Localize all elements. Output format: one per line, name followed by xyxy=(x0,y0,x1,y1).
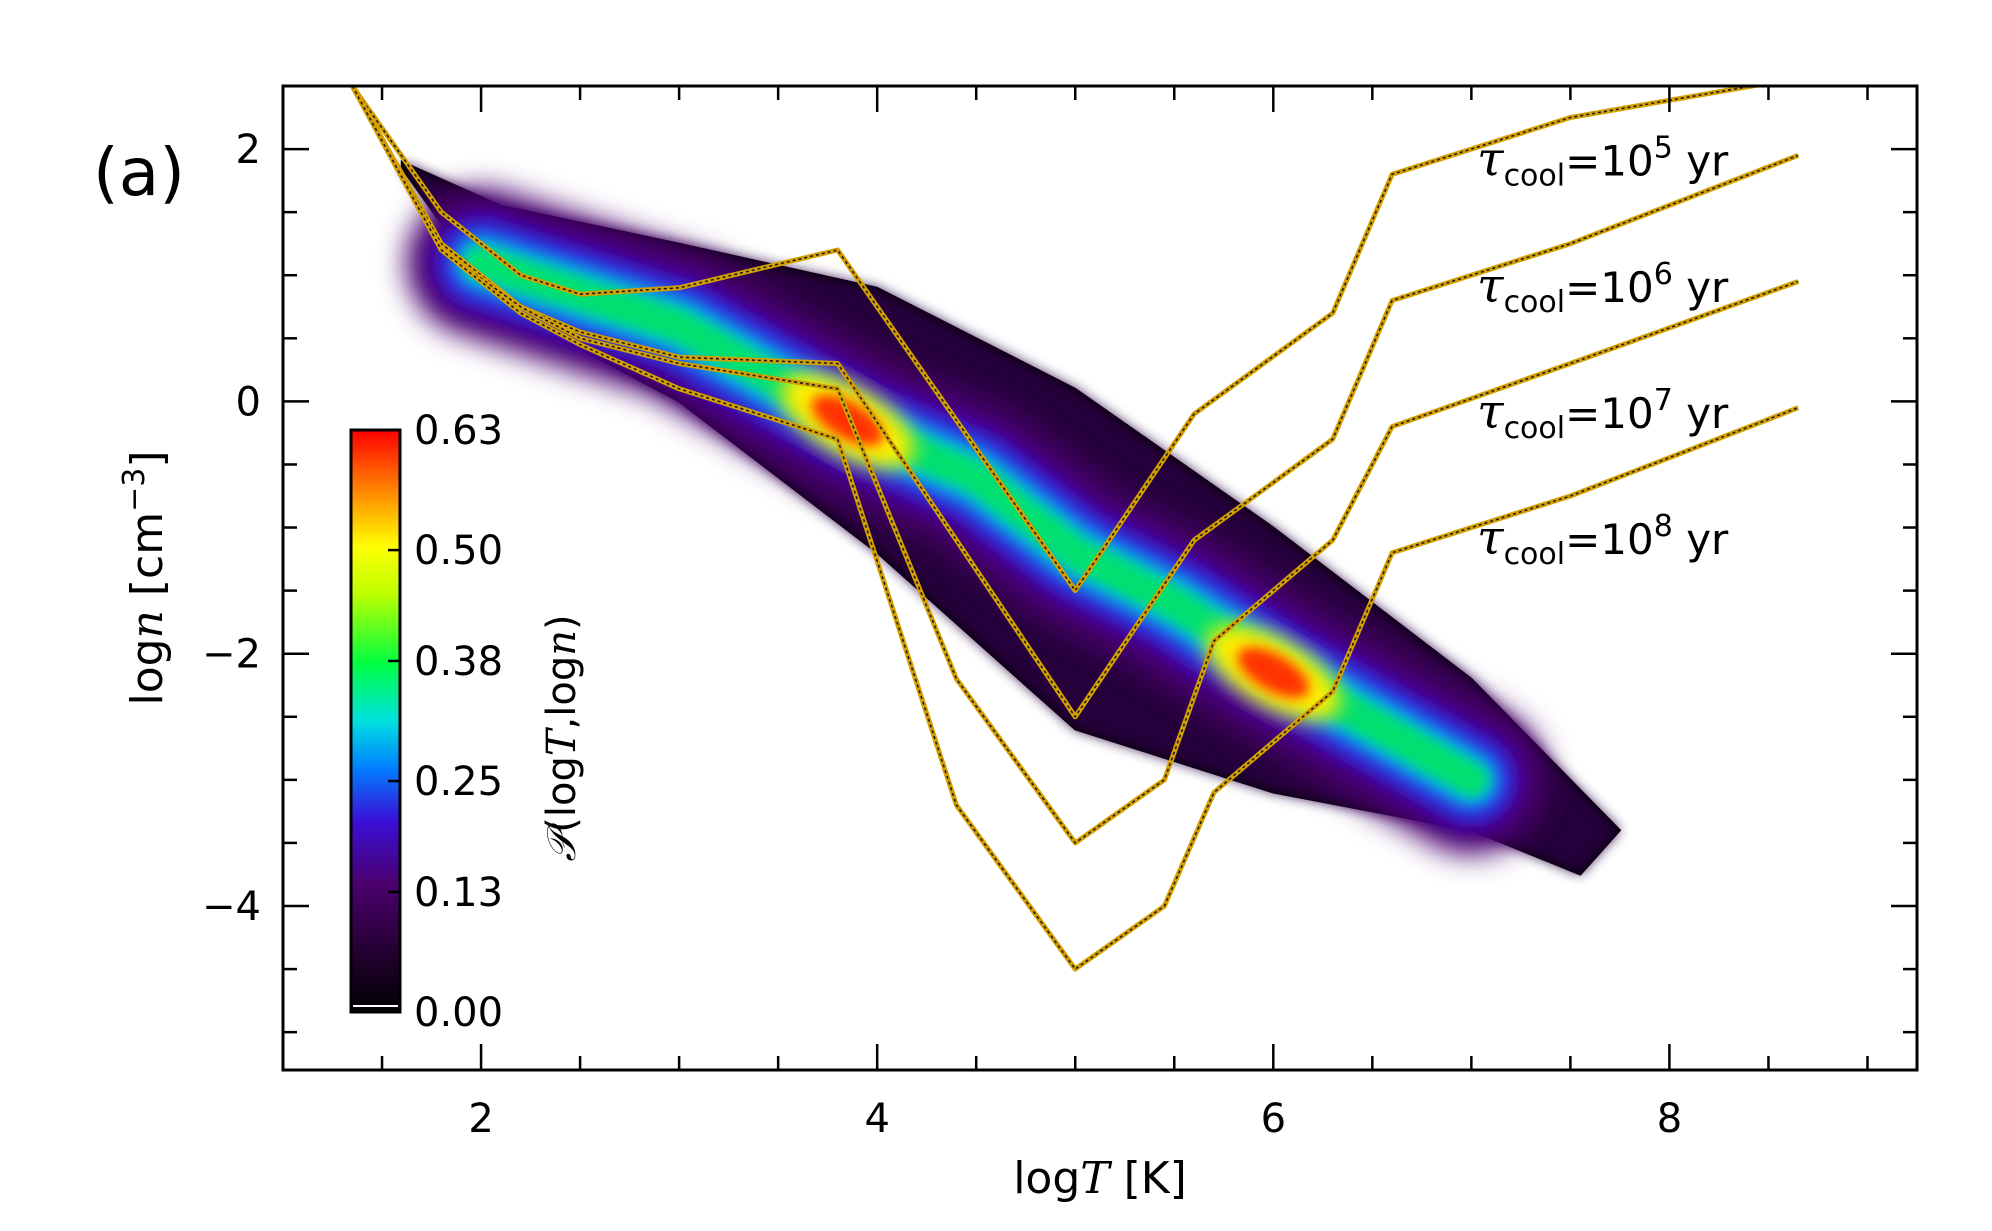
contour-label-eq: =10 xyxy=(1565,389,1654,438)
cooling-time-contours xyxy=(350,86,1800,972)
contour-label: τcool=105 yr xyxy=(1477,131,1729,194)
y-tick-label: −4 xyxy=(202,884,261,930)
colorbar-tick-label: 0.00 xyxy=(414,990,503,1036)
plot-frame xyxy=(281,84,1919,1072)
colorbar-tick-label: 0.63 xyxy=(414,408,503,454)
contour-label-tau: τ xyxy=(1477,510,1505,566)
x-tick-label: 2 xyxy=(468,1096,493,1142)
x-axis-label-var: T xyxy=(1080,1153,1113,1204)
colorbar-label: 𝒫(logT,logn) xyxy=(539,614,585,861)
contour-label: τcool=106 yr xyxy=(1477,257,1729,320)
contour-line-8 xyxy=(350,86,1800,972)
colorbar-tick-label: 0.50 xyxy=(414,528,503,574)
y-axis-label-prefix: log xyxy=(122,638,173,705)
colorbar-label-open: (log xyxy=(539,756,585,833)
x-axis-label-prefix: log xyxy=(1013,1153,1080,1204)
colorbar-label-t: T xyxy=(539,726,585,756)
y-axis-label-exp: −3 xyxy=(117,468,152,512)
contour-label-exp: 6 xyxy=(1654,257,1673,292)
contour-label-sub: cool xyxy=(1504,411,1566,446)
contour-label-unit: yr xyxy=(1673,137,1729,186)
colorbar-label-comma: ,log xyxy=(539,656,585,730)
colorbar xyxy=(349,428,402,1014)
contour-label-sub: cool xyxy=(1504,537,1566,572)
y-axis-label-units: [cm xyxy=(122,512,173,610)
contour-label-tau: τ xyxy=(1477,384,1505,440)
y-tick-label: 2 xyxy=(236,127,261,173)
contour-label-tau: τ xyxy=(1477,132,1505,188)
contour-label-exp: 5 xyxy=(1654,131,1673,166)
density-peak xyxy=(811,394,884,446)
contour-label-sub: cool xyxy=(1504,285,1566,320)
contour-line-7-dots xyxy=(351,86,1799,844)
contour-label-unit: yr xyxy=(1673,389,1729,438)
contour-label-exp: 8 xyxy=(1654,509,1673,544)
contour-label-eq: =10 xyxy=(1565,137,1654,186)
x-tick-label: 6 xyxy=(1261,1096,1286,1142)
contour-label-eq: =10 xyxy=(1565,515,1654,564)
y-tick-label: −2 xyxy=(202,632,261,678)
contour-label-tau: τ xyxy=(1477,258,1505,314)
x-tick-label: 4 xyxy=(864,1096,889,1142)
y-axis-label-close: ] xyxy=(122,450,173,467)
contour-label-sub: cool xyxy=(1504,159,1566,194)
contour-label-unit: yr xyxy=(1673,515,1729,564)
contour-line-5-dots xyxy=(351,86,1757,592)
axis-ticks: 2 4 6 8 −4 −2 0 2 xyxy=(202,84,1917,1142)
x-axis-label: logT [K] xyxy=(1013,1153,1187,1204)
y-axis-label: logn [cm−3] xyxy=(117,450,173,705)
colorbar-label-n: n xyxy=(539,630,585,656)
contour-label-eq: =10 xyxy=(1565,263,1654,312)
colorbar-label-close: ) xyxy=(539,614,585,630)
x-tick-label: 8 xyxy=(1657,1096,1682,1142)
colorbar-tick-label: 0.25 xyxy=(414,759,503,805)
y-tick-label: 0 xyxy=(236,379,261,425)
panel-label: (a) xyxy=(93,134,185,211)
contour-label-unit: yr xyxy=(1673,263,1729,312)
y-axis-label-var: n xyxy=(122,610,173,638)
contour-label-exp: 7 xyxy=(1654,383,1673,418)
contour-label: τcool=108 yr xyxy=(1477,509,1729,572)
contour-label: τcool=107 yr xyxy=(1477,383,1729,446)
colorbar-ticks: 0.00 0.13 0.25 0.38 0.50 0.63 xyxy=(353,408,503,1036)
colorbar-tick-label: 0.38 xyxy=(414,639,503,685)
colorbar-tick-label: 0.13 xyxy=(414,870,503,916)
x-axis-label-units: [K] xyxy=(1110,1153,1187,1204)
density-peak xyxy=(1237,647,1310,698)
